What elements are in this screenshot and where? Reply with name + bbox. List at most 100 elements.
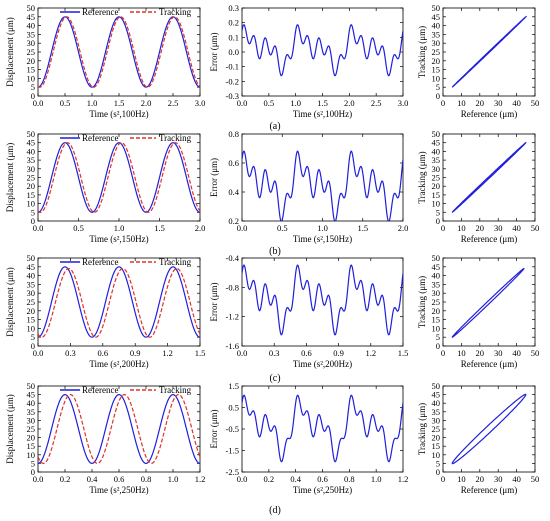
x-tick-label: 0.0 [237,348,248,358]
legend-label-reference: Reference [82,385,118,395]
y-tick-label: 5 [436,207,440,217]
x-axis-label: Reference (μm) [461,485,518,495]
y-tick-label: 15 [432,441,441,451]
x-tick-label: 0.0 [237,223,248,233]
panel-1-1: 0.0 0.5 1.0 1.5 2.0 2.5 3.0 0510152025303540455… [5,3,205,119]
plot-area [242,150,403,221]
x-tick-label: 1.0 [168,474,179,484]
plot-area [38,266,200,338]
y-tick-label: 20 [432,181,441,191]
x-tick-label: 40 [512,474,521,484]
x-tick-label: 1.5 [114,98,125,108]
figure-row-2: 0.0 0.5 1.0 1.5 2.005101520253035404550Time … [5,129,539,257]
y-tick-label: 50 [27,129,36,139]
x-tick-label: 2.0 [141,98,152,108]
x-axis-label: Reference (μm) [461,359,518,369]
y-axis-label: Tracking (μm) [417,151,427,203]
x-tick-label: 0.8 [344,474,355,484]
series-line-hysteresis [451,393,527,465]
plot-area [242,264,403,336]
y-tick-label: -0.2 [226,76,239,86]
y-tick-label: 40 [432,271,441,281]
figure-row-1: 0.0 0.5 1.0 1.5 2.0 2.5 3.00510152025303540455… [5,3,539,132]
y-tick-label: 5 [31,207,35,217]
x-tick-label: 0 [441,348,445,358]
y-tick-label: 50 [432,381,441,391]
x-tick-label: 0.5 [73,223,84,233]
x-tick-label: 0.5 [264,98,275,108]
x-tick-label: 0.0 [33,98,44,108]
axes-frame [241,133,404,222]
y-tick-label: 1.5 [228,381,239,391]
y-tick-label: 45 [432,12,441,22]
axes-frame [37,257,201,347]
y-tick-label: 25 [27,424,36,434]
y-tick-label: 40 [432,146,441,156]
x-tick-label: 40 [512,223,521,233]
panel-3-2: 0.0 0.3 0.6 0.9 1.2 1.5 -1.6 -1.2 -0.8 -0.4 Time (… [209,253,408,369]
x-tick-label: 2.0 [398,223,409,233]
y-tick-label: 10 [27,450,36,460]
y-tick-label: 15 [432,315,441,325]
x-tick-label: 1.5 [398,348,409,358]
x-tick-label: 2.5 [168,98,179,108]
x-tick-label: 1.2 [195,474,206,484]
y-tick-label: 25 [432,173,441,183]
figure-row-3: 0.0 0.3 0.6 0.9 1.2 1.505101520253035404550Ti… [5,253,539,384]
y-axis-label: Error (μm) [209,409,219,448]
series-line-tracking [38,267,200,338]
y-tick-label: -1.5 [226,446,239,456]
x-tick-label: 40 [512,98,521,108]
series-line-reference [38,16,200,88]
y-tick-label: 0.6 [228,158,239,168]
y-tick-label: 50 [27,381,36,391]
x-tick-label: 0 [441,98,445,108]
legend-label-tracking: Tracking [159,133,192,143]
x-tick-label: 1.0 [87,98,98,108]
y-tick-label: 45 [27,262,36,272]
y-tick-label: 40 [432,398,441,408]
y-tick-label: 45 [432,262,441,272]
x-tick-label: 0.2 [264,474,275,484]
panel-4-2: 0.0 0.2 0.4 0.6 0.8 1.0 1.2 -2.5 -1.5 -0.5 0.5 1.5 T… [209,381,408,495]
panel-1-2: 0.0 0.5 1.0 1.5 2.0 2.5 3.0 -0.3 -0.2 -0.1 0.0 0.1 0… [209,3,408,119]
y-tick-label: 20 [27,433,36,443]
legend-label-reference: Reference [82,7,118,17]
x-tick-label: 1.0 [371,474,382,484]
x-tick-label: 0 [441,223,445,233]
legend-label-reference: Reference [82,257,118,267]
x-tick-label: 10 [457,223,466,233]
x-tick-label: 1.5 [357,223,368,233]
series-line-error [242,150,403,221]
x-tick-label: 0.0 [237,474,248,484]
y-tick-label: 0.2 [228,216,239,226]
y-tick-label: 40 [27,271,36,281]
x-tick-label: 0.2 [60,474,71,484]
y-tick-label: 30 [27,415,36,425]
y-tick-label: 30 [432,38,441,48]
x-tick-label: 50 [531,98,540,108]
series-line-tracking [38,142,200,213]
y-axis-label: Displacement (μm) [5,143,15,213]
x-tick-label: 10 [457,474,466,484]
plot-area [451,142,527,213]
y-tick-label: 20 [27,56,36,66]
x-axis-label: Time (s²,250Hz) [89,485,148,495]
y-tick-label: 15 [27,315,36,325]
legend-label-reference: Reference [82,133,118,143]
x-axis-label: Time (s²,150Hz) [293,234,352,244]
x-tick-label: 0.4 [290,474,301,484]
x-axis-label: Reference (μm) [461,109,518,119]
y-tick-label: 20 [432,56,441,66]
series-line-hysteresis [451,15,528,88]
x-tick-label: 40 [512,348,521,358]
x-tick-label: 0.0 [33,223,44,233]
y-tick-label: 15 [27,441,36,451]
y-tick-label: 25 [27,173,36,183]
axes-frame [37,385,201,473]
y-tick-label: 5 [31,458,35,468]
x-tick-label: 0.6 [301,348,312,358]
y-tick-label: 40 [27,146,36,156]
axes-frame [241,257,404,347]
